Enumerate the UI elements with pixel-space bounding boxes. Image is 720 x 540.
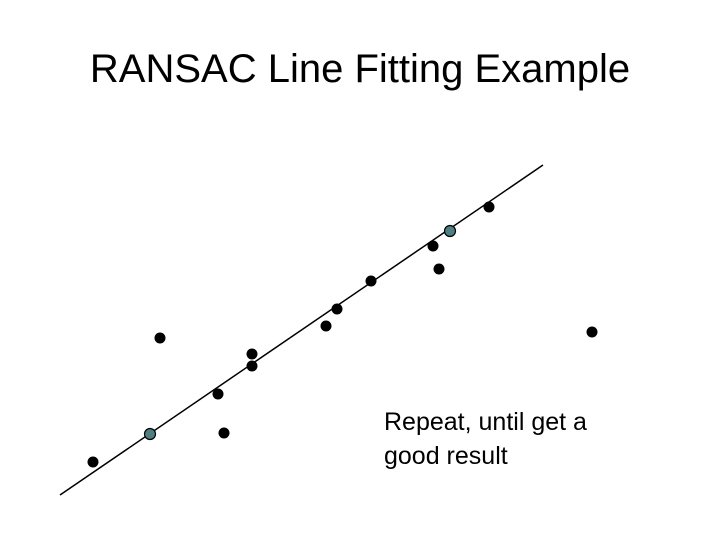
data-point [427, 240, 439, 252]
data-point [586, 326, 598, 338]
data-point [218, 427, 230, 439]
caption-text: Repeat, until get a good result [384, 405, 684, 473]
caption-line-1: Repeat, until get a [384, 408, 587, 436]
data-point [365, 275, 377, 287]
caption-line-2: good result [384, 442, 508, 470]
fitted-line [59, 164, 544, 496]
data-point [433, 263, 445, 275]
data-point [246, 348, 258, 360]
data-points [87, 201, 598, 468]
data-point [331, 303, 343, 315]
data-point [87, 456, 99, 468]
data-point [212, 388, 224, 400]
data-point [246, 360, 258, 372]
data-point [154, 332, 166, 344]
data-point [320, 320, 332, 332]
slide-title: RANSAC Line Fitting Example [89, 47, 631, 91]
sample-point [443, 224, 457, 238]
data-point [483, 201, 495, 213]
sample-point [143, 427, 157, 441]
